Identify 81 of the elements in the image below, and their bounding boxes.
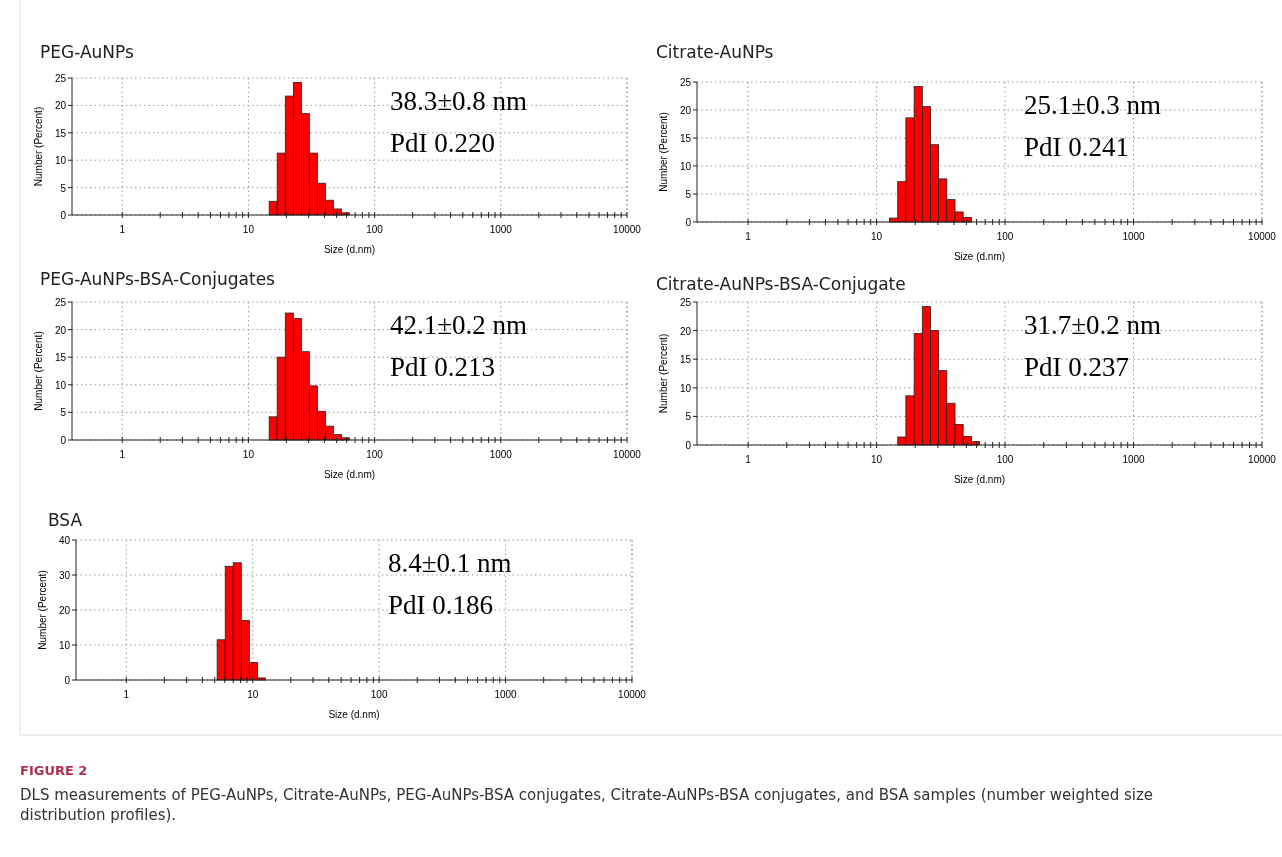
annotation: PdI 0.237 (1024, 352, 1130, 382)
x-tick-label: 1 (119, 224, 126, 235)
x-axis-title: Size (d.nm) (953, 474, 1006, 485)
x-axis-title: Size (d.nm) (323, 244, 376, 255)
x-tick-label: 1000 (1122, 231, 1146, 242)
y-tick-label: 10 (679, 161, 692, 172)
y-tick-label: 0 (64, 675, 71, 686)
chart-title: Citrate-AuNPs (656, 42, 774, 62)
x-axis-title: Size (d.nm) (328, 709, 380, 720)
y-tick-label: 25 (54, 297, 67, 308)
x-tick-label: 1000 (489, 449, 513, 460)
y-axis-title: Number (Percent) (33, 331, 44, 411)
y-tick-label: 0 (685, 440, 692, 451)
x-tick-label: 10 (247, 689, 259, 700)
y-tick-label: 20 (54, 100, 67, 112)
annotation: PdI 0.241 (1024, 132, 1130, 162)
annotation: 38.3±0.8 nm (390, 86, 528, 116)
y-tick-label: 20 (679, 325, 692, 337)
x-tick-label: 1 (119, 449, 126, 460)
chart-title: Citrate-AuNPs-BSA-Conjugate (656, 274, 906, 294)
y-axis-title: Number (Percent) (658, 112, 669, 192)
y-tick-label: 5 (60, 407, 67, 419)
annotation: PdI 0.213 (390, 352, 496, 382)
x-tick-label: 10000 (613, 449, 642, 460)
x-tick-label: 1 (745, 231, 752, 242)
x-tick-label: 100 (366, 224, 384, 235)
x-axis-title: Size (d.nm) (323, 469, 376, 480)
y-tick-label: 10 (54, 379, 67, 391)
annotation: PdI 0.220 (390, 128, 496, 158)
y-tick-label: 40 (58, 535, 71, 546)
x-tick-label: 10 (871, 231, 883, 242)
x-axis-title: Size (d.nm) (953, 251, 1006, 262)
annotation: 8.4±0.1 nm (388, 548, 512, 578)
x-tick-label: 1000 (1122, 454, 1146, 465)
y-axis-title: Number (Percent) (658, 333, 669, 414)
annotation: PdI 0.186 (388, 590, 494, 620)
text: DLS measurements of PEG-AuNPs, Citrate-AuNPs, PEG-AuNPs-BSA conjugates, Citrate-AuNPs-BSA conjugates, and BSA samples (number weighted size distribution profiles). (20, 786, 1154, 824)
y-tick-label: 20 (54, 324, 67, 336)
y-tick-label: 0 (685, 217, 692, 228)
x-tick-label: 100 (996, 231, 1014, 242)
annotation: 31.7±0.2 nm (1024, 310, 1162, 340)
caption: FIGURE 2 (20, 763, 88, 778)
y-tick-label: 5 (685, 411, 692, 423)
x-tick-label: 10 (871, 454, 883, 465)
chart-title: PEG-AuNPs-BSA-Conjugates (40, 269, 276, 289)
y-tick-label: 25 (679, 297, 692, 308)
x-tick-label: 1 (123, 689, 130, 700)
chart-title: PEG-AuNPs (40, 42, 134, 62)
y-axis-title: Number (Percent) (37, 570, 48, 650)
x-tick-label: 1000 (489, 224, 513, 235)
x-tick-label: 10 (242, 224, 255, 235)
x-tick-label: 100 (370, 689, 388, 700)
y-tick-label: 10 (54, 155, 67, 167)
x-tick-label: 1000 (494, 689, 518, 700)
y-tick-label: 15 (679, 133, 692, 144)
y-axis-title: Number (Percent) (33, 106, 44, 187)
y-tick-label: 5 (685, 189, 692, 200)
y-tick-label: 0 (60, 435, 67, 446)
x-tick-label: 10000 (1248, 231, 1277, 242)
x-tick-label: 100 (366, 449, 384, 460)
y-tick-label: 20 (679, 105, 692, 116)
x-tick-label: 10000 (618, 689, 647, 700)
y-tick-label: 15 (679, 354, 692, 366)
y-tick-label: 15 (54, 127, 67, 139)
annotation: 42.1±0.2 nm (390, 310, 528, 340)
y-tick-label: 25 (679, 77, 692, 88)
y-tick-label: 10 (679, 382, 692, 394)
y-tick-label: 10 (58, 640, 71, 651)
x-tick-label: 10000 (1248, 454, 1277, 465)
y-tick-label: 5 (60, 182, 67, 194)
x-tick-label: 100 (996, 454, 1014, 465)
y-tick-label: 30 (58, 570, 71, 581)
chart-title: BSA (48, 510, 83, 530)
x-tick-label: 1 (745, 454, 752, 465)
x-tick-label: 10 (242, 449, 255, 460)
y-tick-label: 25 (54, 73, 67, 84)
annotation: 25.1±0.3 nm (1024, 90, 1162, 120)
x-tick-label: 10000 (613, 224, 642, 235)
y-tick-label: 0 (60, 210, 67, 221)
y-tick-label: 20 (58, 605, 71, 616)
y-tick-label: 15 (54, 352, 67, 364)
